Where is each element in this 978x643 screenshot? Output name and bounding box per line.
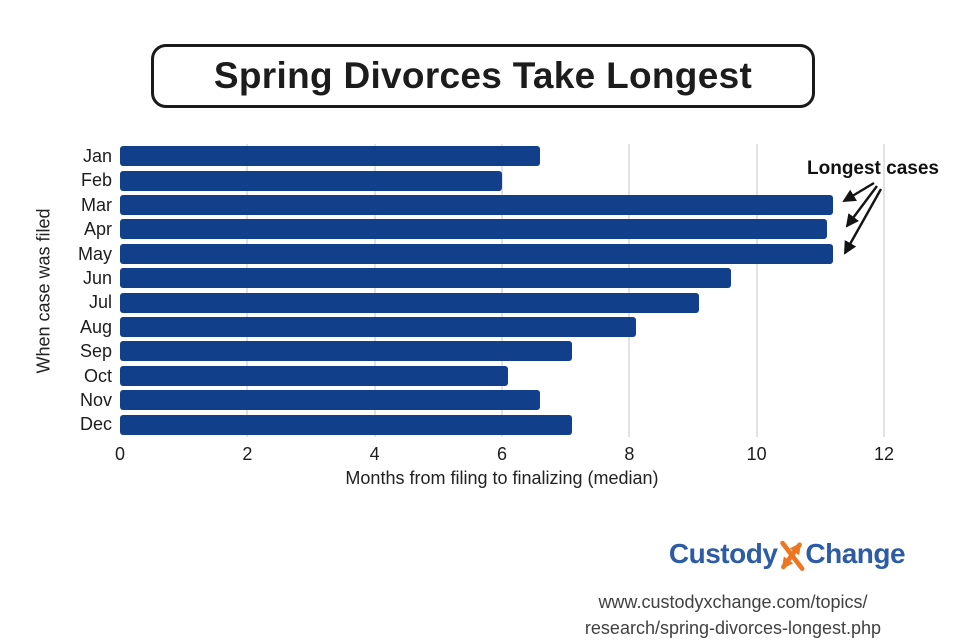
bar-row [120,290,884,314]
x-tick-4: 4 [369,444,380,464]
gridline [373,144,376,437]
y-tick-apr: Apr [83,219,112,240]
bar-row [120,217,884,241]
bar-mar [120,195,834,216]
x-tick-2: 2 [242,444,253,464]
chart-title: Spring Divorces Take Longest [213,55,753,96]
bar-row [120,412,884,436]
y-tick-feb: Feb [80,170,112,191]
x-axis-tick-labels: 0 2 4 6 8 10 12 [115,444,894,466]
source-url: www.custodyxchange.com/topics/ research/… [585,589,881,641]
y-tick-jan: Jan [82,146,112,166]
y-tick-may: May [77,243,112,264]
bar-jun [120,268,732,289]
source-url-line2: research/spring-divorces-longest.php [584,618,882,638]
bar-series [120,144,884,437]
x-tick-6: 6 [496,444,508,464]
y-tick-jul: Jul [88,292,112,313]
logo-text-change: Change [805,538,906,569]
bar-row [120,193,884,217]
bar-row [120,388,884,412]
bar-row [120,168,884,192]
gridline [755,144,758,437]
brand-logo: Custody Change [668,534,906,574]
bar-row [120,242,884,266]
y-tick-aug: Aug [79,316,112,337]
bar-may [120,243,834,264]
bar-oct [120,365,509,386]
logo-x-icon [779,540,804,571]
y-tick-oct: Oct [83,365,112,386]
x-tick-8: 8 [624,444,635,464]
bar-row [120,315,884,339]
annotation-longest-cases: Longest cases [807,158,939,179]
chart-title-box: Spring Divorces Take Longest [151,44,815,108]
gridline [246,144,249,437]
bar-sep [120,341,573,362]
bar-row [120,339,884,363]
y-tick-sep: Sep [79,341,112,362]
gridline [501,144,503,437]
x-tick-12: 12 [873,444,895,464]
gridline [883,144,885,437]
bar-row [120,266,884,290]
bar-apr [120,219,827,240]
bar-jan [120,146,541,167]
x-tick-0: 0 [114,444,126,464]
source-url-line1: www.custodyxchange.com/topics/ [598,592,868,612]
plot-area [120,144,885,437]
y-tick-jun: Jun [82,268,112,289]
x-axis-title: Months from filing to finalizing (median… [345,468,659,488]
y-tick-mar: Mar [81,194,112,215]
x-tick-10: 10 [746,444,767,464]
logo-text-custody: Custody [668,538,778,569]
bar-dec [120,414,573,435]
bar-row [120,364,884,388]
bar-aug [120,317,636,338]
bar-nov [120,390,541,411]
y-tick-nov: Nov [79,390,112,411]
gridline [628,144,631,437]
y-tick-dec: Dec [79,414,112,435]
y-axis-tick-labels: Jan Feb Mar Apr May Jun Jul Aug Sep Oct … [0,144,112,437]
bar-jul [120,292,700,313]
bar-row [120,144,884,168]
bar-feb [120,170,502,191]
